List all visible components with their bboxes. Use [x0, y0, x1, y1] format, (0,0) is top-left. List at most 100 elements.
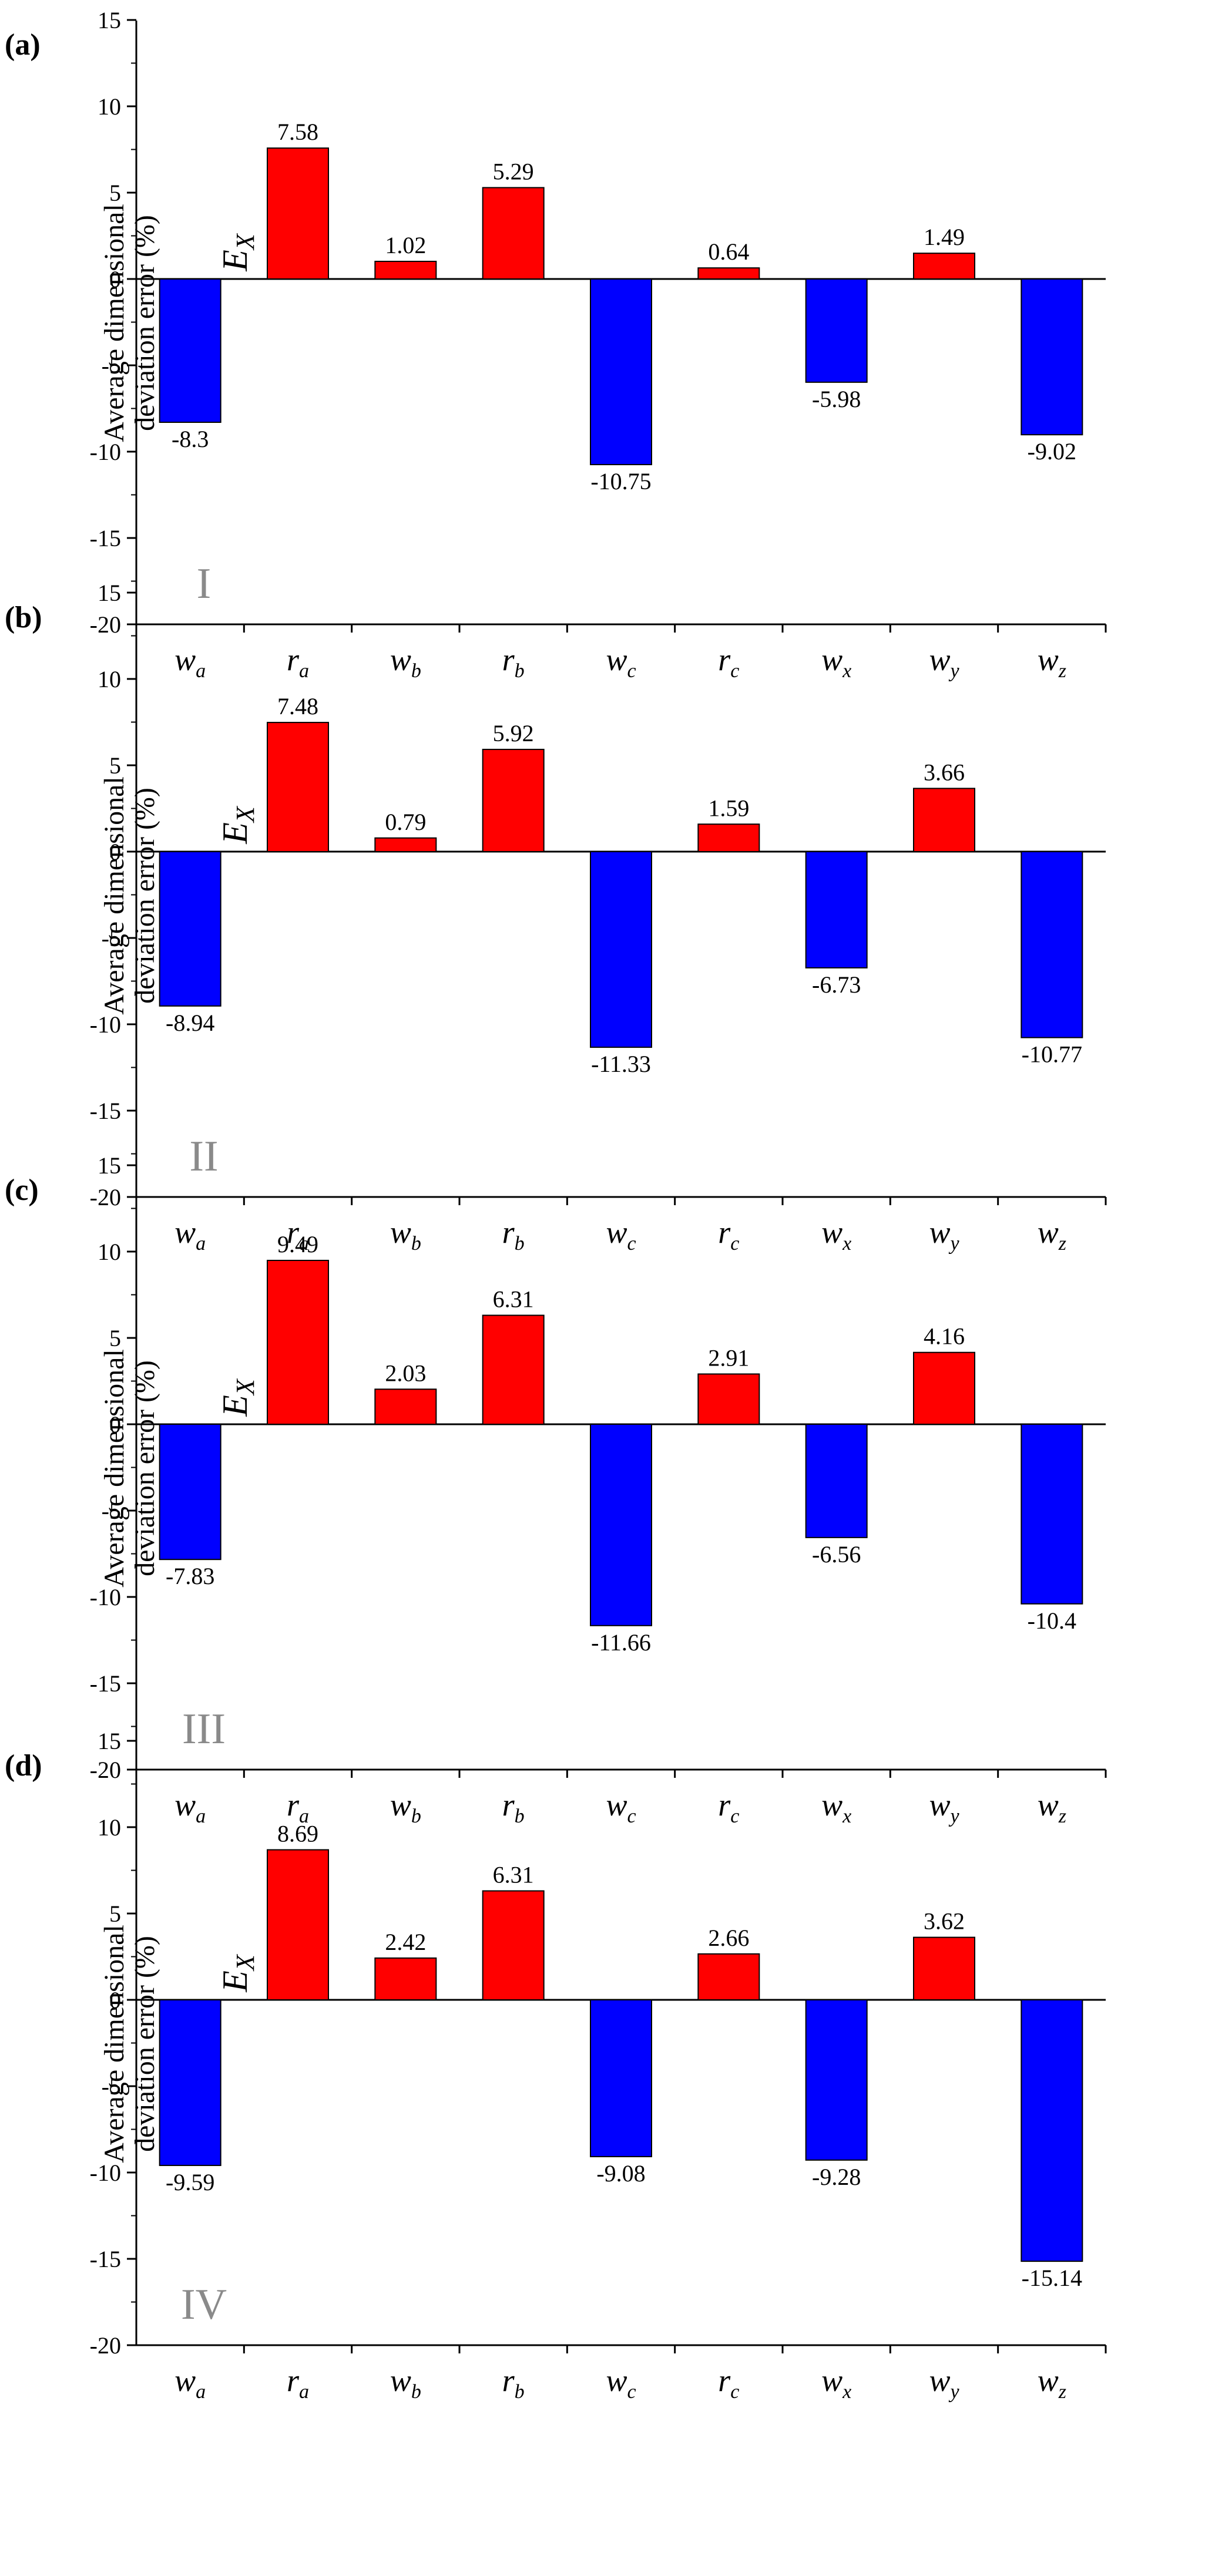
panel-roman-numeral: I: [197, 560, 212, 608]
x-category-label: wa: [174, 642, 206, 682]
y-tick-label: -20: [90, 1757, 121, 1783]
data-label: 0.79: [385, 809, 426, 835]
y-axis-label-line2: deviation error (%): [129, 1360, 160, 1576]
y-tick-label: 0: [109, 1987, 121, 2013]
bar: [590, 851, 652, 1048]
y-axis-label-line1: Average dimensional: [99, 776, 130, 1015]
y-tick-label: -5: [102, 352, 121, 379]
bar: [159, 1999, 221, 2166]
x-category-label: ra: [287, 1787, 309, 1827]
data-label: 9.49: [277, 1231, 318, 1257]
y-axis-label-line1: Average dimensional: [99, 1349, 130, 1588]
x-category-label: wc: [606, 2363, 636, 2403]
x-category-label: wz: [1038, 642, 1066, 682]
x-category-label: rc: [718, 1215, 739, 1255]
y-tick-label: -5: [102, 925, 121, 951]
y-tick-label: -15: [90, 525, 121, 551]
bar: [913, 253, 975, 280]
y-tick-label: 15: [98, 7, 121, 33]
data-label: -10.4: [1028, 1608, 1076, 1634]
y-tick-label: 5: [109, 1901, 121, 1927]
y-axis-symbol: EX: [216, 1953, 260, 1993]
panel-4: (d) Average dimensional deviation error (%…: [5, 1728, 1107, 2403]
panel-1: (a) Average dimensional deviation error (%…: [5, 7, 1107, 682]
data-label: -7.83: [166, 1563, 214, 1589]
x-category-label: wb: [390, 1215, 421, 1255]
x-category-label: wb: [390, 642, 421, 682]
y-tick-label: 0: [109, 839, 121, 865]
data-label: 1.49: [924, 224, 965, 250]
x-category-label: ra: [287, 1215, 309, 1255]
y-tick-label: 0: [109, 1411, 121, 1438]
bar: [374, 837, 437, 853]
x-category-label: wx: [821, 1215, 851, 1255]
bar: [267, 1849, 329, 2000]
data-label: -10.77: [1022, 1041, 1082, 1068]
y-axis-symbol: EX: [216, 1378, 260, 1417]
data-label: 1.59: [708, 795, 749, 821]
x-category-label: wx: [821, 1787, 851, 1827]
data-label: -8.94: [166, 1010, 214, 1036]
data-label: -9.08: [596, 2160, 645, 2187]
data-label: 6.31: [493, 1286, 534, 1312]
bar: [1021, 851, 1083, 1038]
y-tick-label: -15: [90, 1670, 121, 1697]
y-tick-label: 10: [98, 1239, 121, 1265]
y-axis-label-line2: deviation error (%): [129, 1936, 160, 2152]
bar: [267, 147, 329, 280]
data-label: -10.75: [590, 468, 651, 495]
y-axis-label-line1: Average dimensional: [99, 1925, 130, 2163]
x-category-label: wa: [174, 1215, 206, 1255]
panel-roman-numeral: IV: [181, 2281, 227, 2329]
y-tick-label: -10: [90, 1584, 121, 1610]
bar: [805, 1424, 868, 1538]
y-tick-label: -15: [90, 2246, 121, 2272]
bar: [697, 1953, 760, 2000]
y-axis-symbol: EX: [216, 805, 260, 845]
panel-label: (a): [5, 28, 41, 62]
data-label: 2.03: [385, 1360, 426, 1386]
data-label: 2.91: [708, 1344, 749, 1371]
x-category-label: wz: [1038, 1787, 1066, 1827]
bar: [482, 1890, 545, 2001]
bar: [805, 278, 868, 383]
y-tick-label: 5: [109, 180, 121, 206]
bar: [1021, 1424, 1083, 1605]
y-tick-label: -20: [90, 1184, 121, 1210]
data-label: 6.31: [493, 1861, 534, 1888]
x-category-label: wc: [606, 1215, 636, 1255]
bar: [697, 267, 760, 280]
bar: [159, 278, 221, 423]
bar: [374, 261, 437, 280]
y-tick-label: 15: [98, 1152, 121, 1179]
x-category-label: wx: [821, 642, 851, 682]
y-tick-label: 10: [98, 1814, 121, 1841]
bar: [590, 278, 652, 466]
y-axis-label-line1: Average dimensional: [99, 204, 130, 442]
x-category-label: ra: [287, 2363, 309, 2403]
x-category-label: rc: [718, 1787, 739, 1827]
y-tick-label: 5: [109, 1325, 121, 1351]
data-label: 7.58: [277, 119, 318, 145]
data-label: 3.62: [924, 1908, 965, 1935]
bar: [590, 1999, 652, 2157]
x-category-label: wz: [1038, 2363, 1066, 2403]
y-tick-label: -20: [90, 611, 121, 638]
x-category-label: rb: [502, 1215, 525, 1255]
x-category-label: wa: [174, 1787, 206, 1827]
y-axis-label-line2: deviation error (%): [129, 788, 160, 1004]
bar: [913, 1351, 975, 1425]
x-category-label: wb: [390, 2363, 421, 2403]
bar: [590, 1424, 652, 1626]
x-category-label: wy: [929, 1787, 959, 1827]
x-category-label: wc: [606, 1787, 636, 1827]
y-tick-label: -15: [90, 1098, 121, 1124]
data-label: 1.02: [385, 232, 426, 258]
bar: [805, 851, 868, 968]
panel-2: (b) Average dimensional deviation error (%…: [5, 580, 1107, 1255]
panel-label: (c): [5, 1173, 39, 1207]
y-tick-label: 5: [109, 752, 121, 779]
bar: [1021, 1999, 1083, 2262]
y-tick-label: -10: [90, 439, 121, 465]
